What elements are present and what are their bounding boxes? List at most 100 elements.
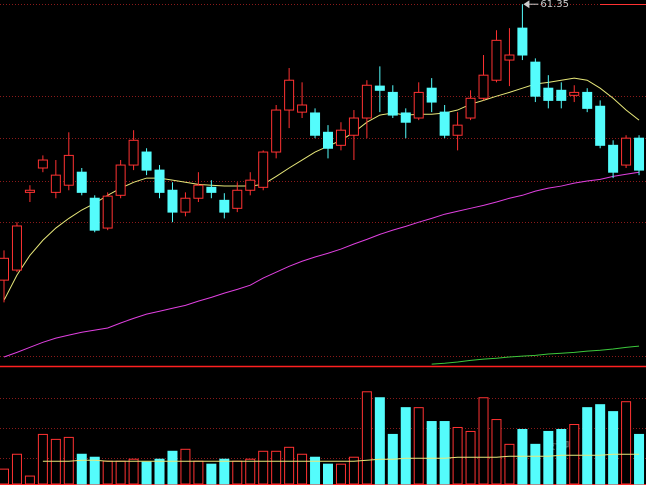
volume-bar: [452, 426, 463, 485]
candle-body: [400, 112, 411, 123]
candle-body: [102, 195, 113, 229]
volume-bar: [37, 433, 48, 485]
grid: [0, 4, 646, 459]
candle-body: [452, 124, 463, 136]
candle-body: [63, 154, 74, 186]
candle-body: [491, 39, 502, 81]
volume-bar: [102, 460, 113, 485]
candle-body: [258, 151, 269, 188]
volume-bar: [219, 458, 230, 485]
candle-body: [595, 105, 606, 146]
volume-bar: [180, 448, 191, 485]
candle-body: [232, 189, 243, 209]
candle-body: [530, 61, 541, 97]
ma-line: [3, 171, 640, 358]
candle-body: [37, 159, 48, 169]
candle-body: [245, 179, 256, 191]
volume-bar: [608, 411, 619, 485]
volume-bar: [595, 404, 606, 485]
candle-body: [284, 79, 295, 111]
volume-bar: [569, 424, 580, 485]
candle-body: [348, 117, 359, 136]
volume-bar: [582, 407, 593, 485]
volume-bar: [439, 421, 450, 485]
candle-body: [206, 186, 217, 193]
volume-bar: [167, 450, 178, 485]
volume-bar: [504, 443, 515, 485]
candle-body: [128, 139, 139, 166]
candle-body: [361, 84, 372, 119]
volume-bar: [413, 407, 424, 485]
marker-arrow-head: [523, 0, 530, 9]
volume-bar: [530, 443, 541, 485]
candle-body: [180, 197, 191, 213]
volume-bar: [193, 460, 204, 485]
volume-bar: [478, 397, 489, 485]
volume-bar: [206, 463, 217, 485]
ma-line: [431, 345, 640, 365]
volume-bar: [128, 458, 139, 485]
volume-bar: [310, 456, 321, 485]
candle-body: [323, 131, 333, 149]
candle-body: [426, 87, 437, 103]
candle-body: [634, 137, 645, 171]
candle-body: [24, 189, 35, 193]
candle-body: [141, 151, 152, 171]
volume-bar: [245, 458, 256, 485]
candle-body: [413, 91, 424, 119]
candle-body: [608, 144, 619, 173]
ma-line: [42, 453, 640, 462]
volume-bar: [543, 430, 554, 485]
volume-bar: [634, 433, 645, 485]
volume-bar: [374, 397, 385, 485]
candle-body: [193, 184, 204, 199]
volume-bar: [400, 407, 411, 485]
candle-body: [154, 169, 165, 193]
candle-body: [465, 97, 476, 119]
volume-bar: [76, 453, 87, 485]
candle-body: [439, 111, 450, 136]
volume-bar: [24, 475, 35, 485]
volume-bar: [491, 419, 502, 485]
volume-bar: [0, 468, 9, 485]
volume-bar: [323, 463, 333, 485]
volume-bar: [556, 428, 567, 485]
volume-bar: [154, 458, 165, 485]
candle-body: [569, 91, 580, 96]
candle-body: [115, 164, 126, 196]
volume-bar: [232, 460, 243, 485]
high-marker-label: 61.35: [540, 0, 569, 10]
volume-bar: [284, 446, 295, 485]
candle-body: [0, 257, 9, 281]
volume-bar: [297, 453, 308, 485]
volume-bar: [271, 450, 282, 485]
volume-bar: [11, 453, 22, 485]
candle-body: [621, 137, 632, 166]
volume-bar: [621, 401, 632, 485]
candle-body: [478, 74, 489, 99]
volume-bar: [426, 421, 437, 485]
candle-body: [335, 129, 346, 146]
candle-body: [543, 87, 554, 101]
volume-bar: [335, 463, 346, 485]
volume-bar: [141, 461, 152, 485]
candle-body: [271, 109, 282, 153]
candle-body: [374, 85, 385, 91]
candle-body: [504, 54, 515, 61]
candle-body: [50, 174, 61, 193]
candle-body: [89, 197, 100, 231]
candle-body: [219, 199, 230, 213]
candle-body: [11, 225, 22, 271]
volume-bar: [258, 450, 269, 485]
candle-body: [517, 27, 528, 56]
candle-body: [556, 89, 567, 101]
volume-bar: [89, 456, 100, 485]
volume-bar: [115, 460, 126, 485]
candle-body: [167, 189, 178, 213]
volume-bar: [361, 391, 372, 485]
candle-body: [387, 91, 398, 116]
candle-body: [297, 104, 308, 113]
candle-body: [76, 171, 87, 193]
